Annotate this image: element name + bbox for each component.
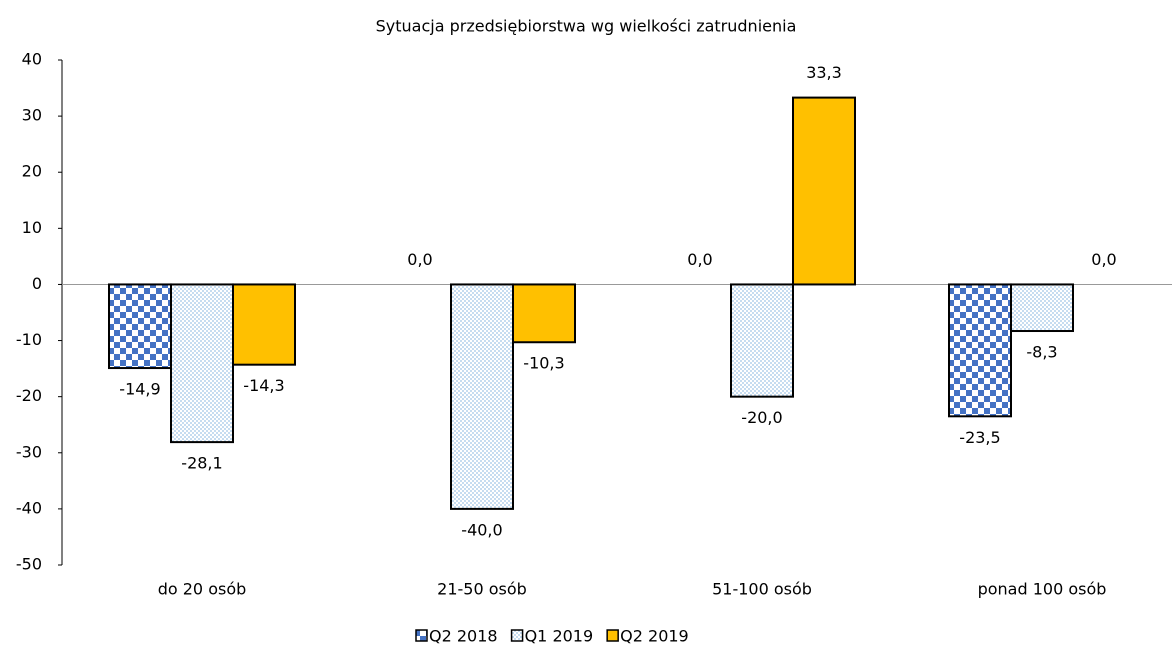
legend-swatch (510, 629, 524, 642)
x-tick-label: 51-100 osób (712, 580, 812, 599)
data-label: -28,1 (181, 454, 222, 473)
data-label: -14,9 (119, 380, 160, 399)
data-label: -14,3 (243, 376, 284, 395)
y-tick-label: -30 (16, 442, 42, 461)
y-tick-label: -50 (16, 555, 42, 574)
legend-label: Q2 2018 (429, 627, 498, 646)
bar (792, 96, 856, 286)
bar (450, 283, 514, 510)
legend-swatch (606, 629, 619, 642)
y-tick-label: -10 (16, 330, 42, 349)
y-tick-label: -20 (16, 386, 42, 405)
data-label: 0,0 (687, 250, 712, 269)
chart-title: Sytuacja przedsiębiorstwa wg wielkości z… (376, 17, 797, 36)
y-tick-label: 40 (22, 50, 42, 69)
y-tick-label: 20 (22, 162, 42, 181)
y-tick-label: 30 (22, 106, 42, 125)
bar (170, 283, 234, 444)
legend-label: Q2 2019 (620, 627, 689, 646)
bar (232, 283, 296, 366)
y-tick-label: -40 (16, 498, 42, 517)
bar (1010, 283, 1074, 333)
bar (948, 283, 1012, 418)
data-label: -10,3 (523, 354, 564, 373)
x-tick-label: ponad 100 osób (978, 580, 1107, 599)
data-label: -8,3 (1026, 343, 1057, 362)
legend-label: Q1 2019 (525, 627, 594, 646)
legend-swatch (415, 629, 428, 642)
data-label: -40,0 (461, 520, 502, 539)
x-tick-label: 21-50 osób (437, 580, 527, 599)
data-label: 33,3 (806, 63, 842, 82)
data-label: -20,0 (741, 408, 782, 427)
data-label: 0,0 (407, 250, 432, 269)
data-label: -23,5 (959, 428, 1000, 447)
data-label: 0,0 (1091, 250, 1116, 269)
bar (730, 283, 794, 398)
x-tick-label: do 20 osób (158, 580, 247, 599)
bar (512, 283, 576, 344)
bar (108, 283, 172, 370)
y-tick-label: 10 (22, 218, 42, 237)
y-tick-label: 0 (32, 274, 42, 293)
